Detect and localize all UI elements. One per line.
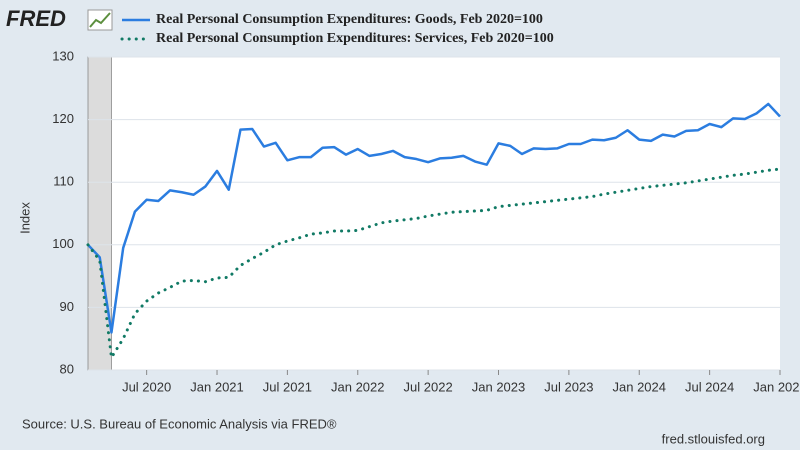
recession-shade <box>87 56 112 371</box>
x-tick-label: Jan 2025 <box>753 379 800 394</box>
x-tick-label: Jul 2024 <box>685 379 734 394</box>
series-line <box>87 102 781 334</box>
legend-label: Real Personal Consumption Expenditures: … <box>156 12 543 27</box>
series-line <box>86 167 782 359</box>
x-tick-label: Jul 2022 <box>404 379 453 394</box>
plot-area <box>88 57 780 370</box>
x-tick-label: Jan 2023 <box>472 379 526 394</box>
source: Source: U.S. Bureau of Economic Analysis… <box>22 416 337 431</box>
y-tick-label: 100 <box>52 236 74 251</box>
brand-icon <box>87 9 113 31</box>
y-tick-label: 130 <box>52 48 74 63</box>
y-tick-label: 110 <box>53 174 74 189</box>
legend-label: Real Personal Consumption Expenditures: … <box>156 31 554 46</box>
x-tick-label: Jan 2022 <box>331 379 385 394</box>
y-tick-label: 90 <box>60 299 74 314</box>
y-axis-label: Index <box>17 202 32 234</box>
site: fred.stlouisfed.org <box>662 431 765 446</box>
brand-logo: FRED <box>6 6 66 31</box>
x-tick-label: Jul 2020 <box>122 379 171 394</box>
y-tick-label: 80 <box>60 361 74 376</box>
x-tick-label: Jan 2024 <box>613 379 667 394</box>
x-tick-label: Jul 2021 <box>263 379 312 394</box>
x-tick-label: Jul 2023 <box>544 379 593 394</box>
y-tick-label: 120 <box>52 111 74 126</box>
x-tick-label: Jan 2021 <box>190 379 244 394</box>
